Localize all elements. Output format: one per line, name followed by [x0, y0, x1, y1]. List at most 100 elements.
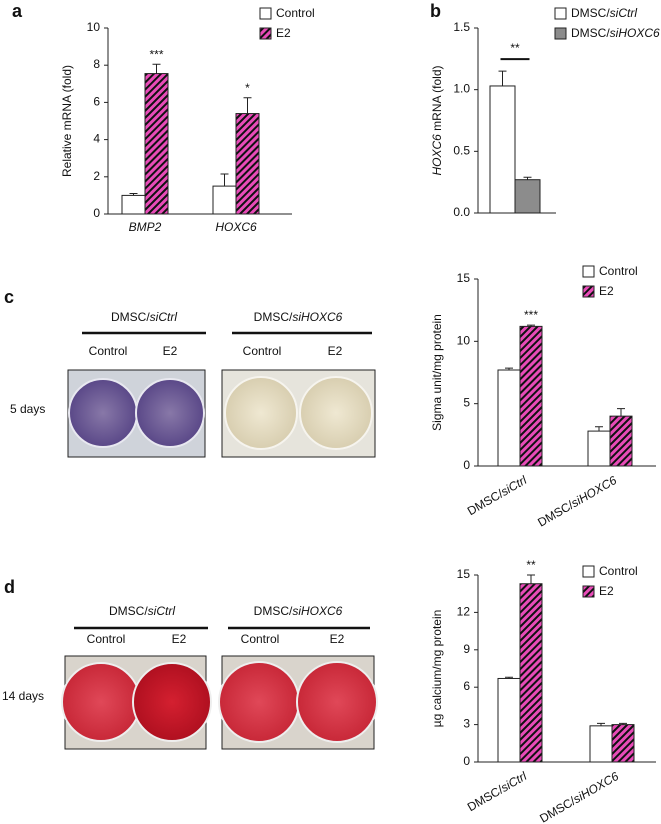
significance: **	[526, 558, 536, 572]
well	[61, 662, 141, 742]
y-tick-label: 6	[463, 679, 470, 693]
bar	[121, 194, 146, 215]
error-bar	[527, 574, 535, 584]
photo-c: DMSC/siCtrl DMSC/siHOXC6 Control E2 Cont…	[10, 310, 376, 458]
legend-swatch	[554, 7, 567, 20]
x-tick-label: DMSC/siHOXC6	[537, 769, 621, 824]
error-bar	[498, 70, 507, 86]
y-tick-label: 4	[93, 132, 100, 146]
error-bar	[523, 176, 532, 180]
y-tick-label: 1.0	[453, 82, 470, 96]
y-tick-label: 0.5	[453, 144, 470, 158]
well	[299, 376, 373, 450]
y-tick-label: 0	[463, 754, 470, 768]
error-bar	[595, 426, 603, 432]
legend-swatch	[582, 585, 595, 598]
y-tick-label: 6	[93, 95, 100, 109]
y-tick-label: 2	[93, 169, 100, 183]
legend-label: E2	[599, 284, 614, 298]
well	[218, 661, 300, 743]
significance: ***	[149, 47, 163, 61]
well	[132, 662, 212, 742]
legend-swatch	[582, 285, 595, 298]
y-tick-label: 15	[457, 567, 471, 581]
well	[224, 376, 298, 450]
legend-swatch	[582, 565, 595, 578]
legend-label: DMSC/siCtrl	[571, 6, 637, 20]
bar	[609, 415, 633, 467]
well-label: E2	[163, 344, 178, 358]
x-tick-label: BMP2	[129, 220, 162, 234]
x-tick-label: DMSC/siCtrl	[465, 769, 529, 814]
legend-label: E2	[599, 584, 614, 598]
panel-label: b	[430, 1, 441, 21]
y-tick-label: 0	[463, 458, 470, 472]
bar	[589, 725, 613, 763]
time-label: 5 days	[10, 402, 45, 416]
panel-label: a	[12, 1, 23, 21]
y-tick-label: 9	[463, 642, 470, 656]
bar	[212, 185, 237, 215]
error-bar	[619, 722, 627, 725]
legend-swatch	[259, 7, 272, 20]
well-label: E2	[330, 632, 345, 646]
x-tick-label: DMSC/siCtrl	[465, 473, 529, 518]
y-tick-label: 10	[87, 20, 101, 34]
y-axis-label: Relative mRNA (fold)	[60, 65, 74, 177]
chart: b 0.0 0.5 1.0 1.5 HOXC6 mRNA (fold) DMSC/siCtr…	[430, 1, 660, 219]
legend-label: Control	[276, 6, 315, 20]
error-bar	[152, 63, 161, 74]
error-bar	[617, 408, 625, 417]
x-tick-label: HOXC6	[215, 220, 257, 234]
error-bar	[129, 193, 138, 196]
significance: **	[510, 41, 520, 55]
well-label: Control	[89, 344, 128, 358]
well	[68, 378, 138, 448]
bar	[489, 85, 516, 214]
legend-swatch	[259, 27, 272, 40]
well	[135, 378, 205, 448]
group-label: DMSC/siHOXC6	[254, 310, 343, 324]
bar	[497, 677, 521, 763]
y-tick-label: 5	[463, 396, 470, 410]
well-label: E2	[172, 632, 187, 646]
y-tick-label: 0.0	[453, 205, 470, 219]
y-axis-label: Sigma unit/mg protein	[430, 314, 444, 431]
significance: *	[245, 81, 250, 95]
y-axis-label: µg calcium/mg protein	[430, 610, 444, 728]
y-tick-label: 15	[457, 271, 471, 285]
x-tick-label: DMSC/siHOXC6	[535, 473, 619, 530]
y-tick-label: 12	[457, 605, 471, 619]
bar	[587, 430, 611, 467]
photo-d: DMSC/siCtrl DMSC/siHOXC6 Control E2 Cont…	[2, 604, 378, 750]
panel-label: c	[4, 287, 14, 307]
legend-label: Control	[599, 264, 638, 278]
legend-swatch	[554, 27, 567, 40]
well-label: Control	[241, 632, 280, 646]
error-bar	[243, 97, 252, 114]
well-label: Control	[87, 632, 126, 646]
bar	[497, 369, 521, 467]
legend-label: Control	[599, 564, 638, 578]
bar	[235, 113, 260, 215]
legend-label: E2	[276, 26, 291, 40]
bar	[519, 583, 543, 763]
error-bar	[597, 722, 605, 726]
significance: ***	[524, 308, 538, 322]
well-label: Control	[243, 344, 282, 358]
y-tick-label: 10	[457, 334, 471, 348]
error-bar	[527, 324, 535, 327]
well-label: E2	[328, 344, 343, 358]
panel-label: d	[4, 577, 15, 597]
bar	[144, 73, 169, 215]
y-tick-label: 3	[463, 717, 470, 731]
group-label: DMSC/siHOXC6	[254, 604, 343, 618]
bar	[519, 325, 543, 467]
legend-swatch	[582, 265, 595, 278]
y-tick-label: 1.5	[453, 20, 470, 34]
y-tick-label: 8	[93, 57, 100, 71]
bar	[514, 179, 541, 214]
y-axis-label: HOXC6 mRNA (fold)	[430, 65, 444, 175]
